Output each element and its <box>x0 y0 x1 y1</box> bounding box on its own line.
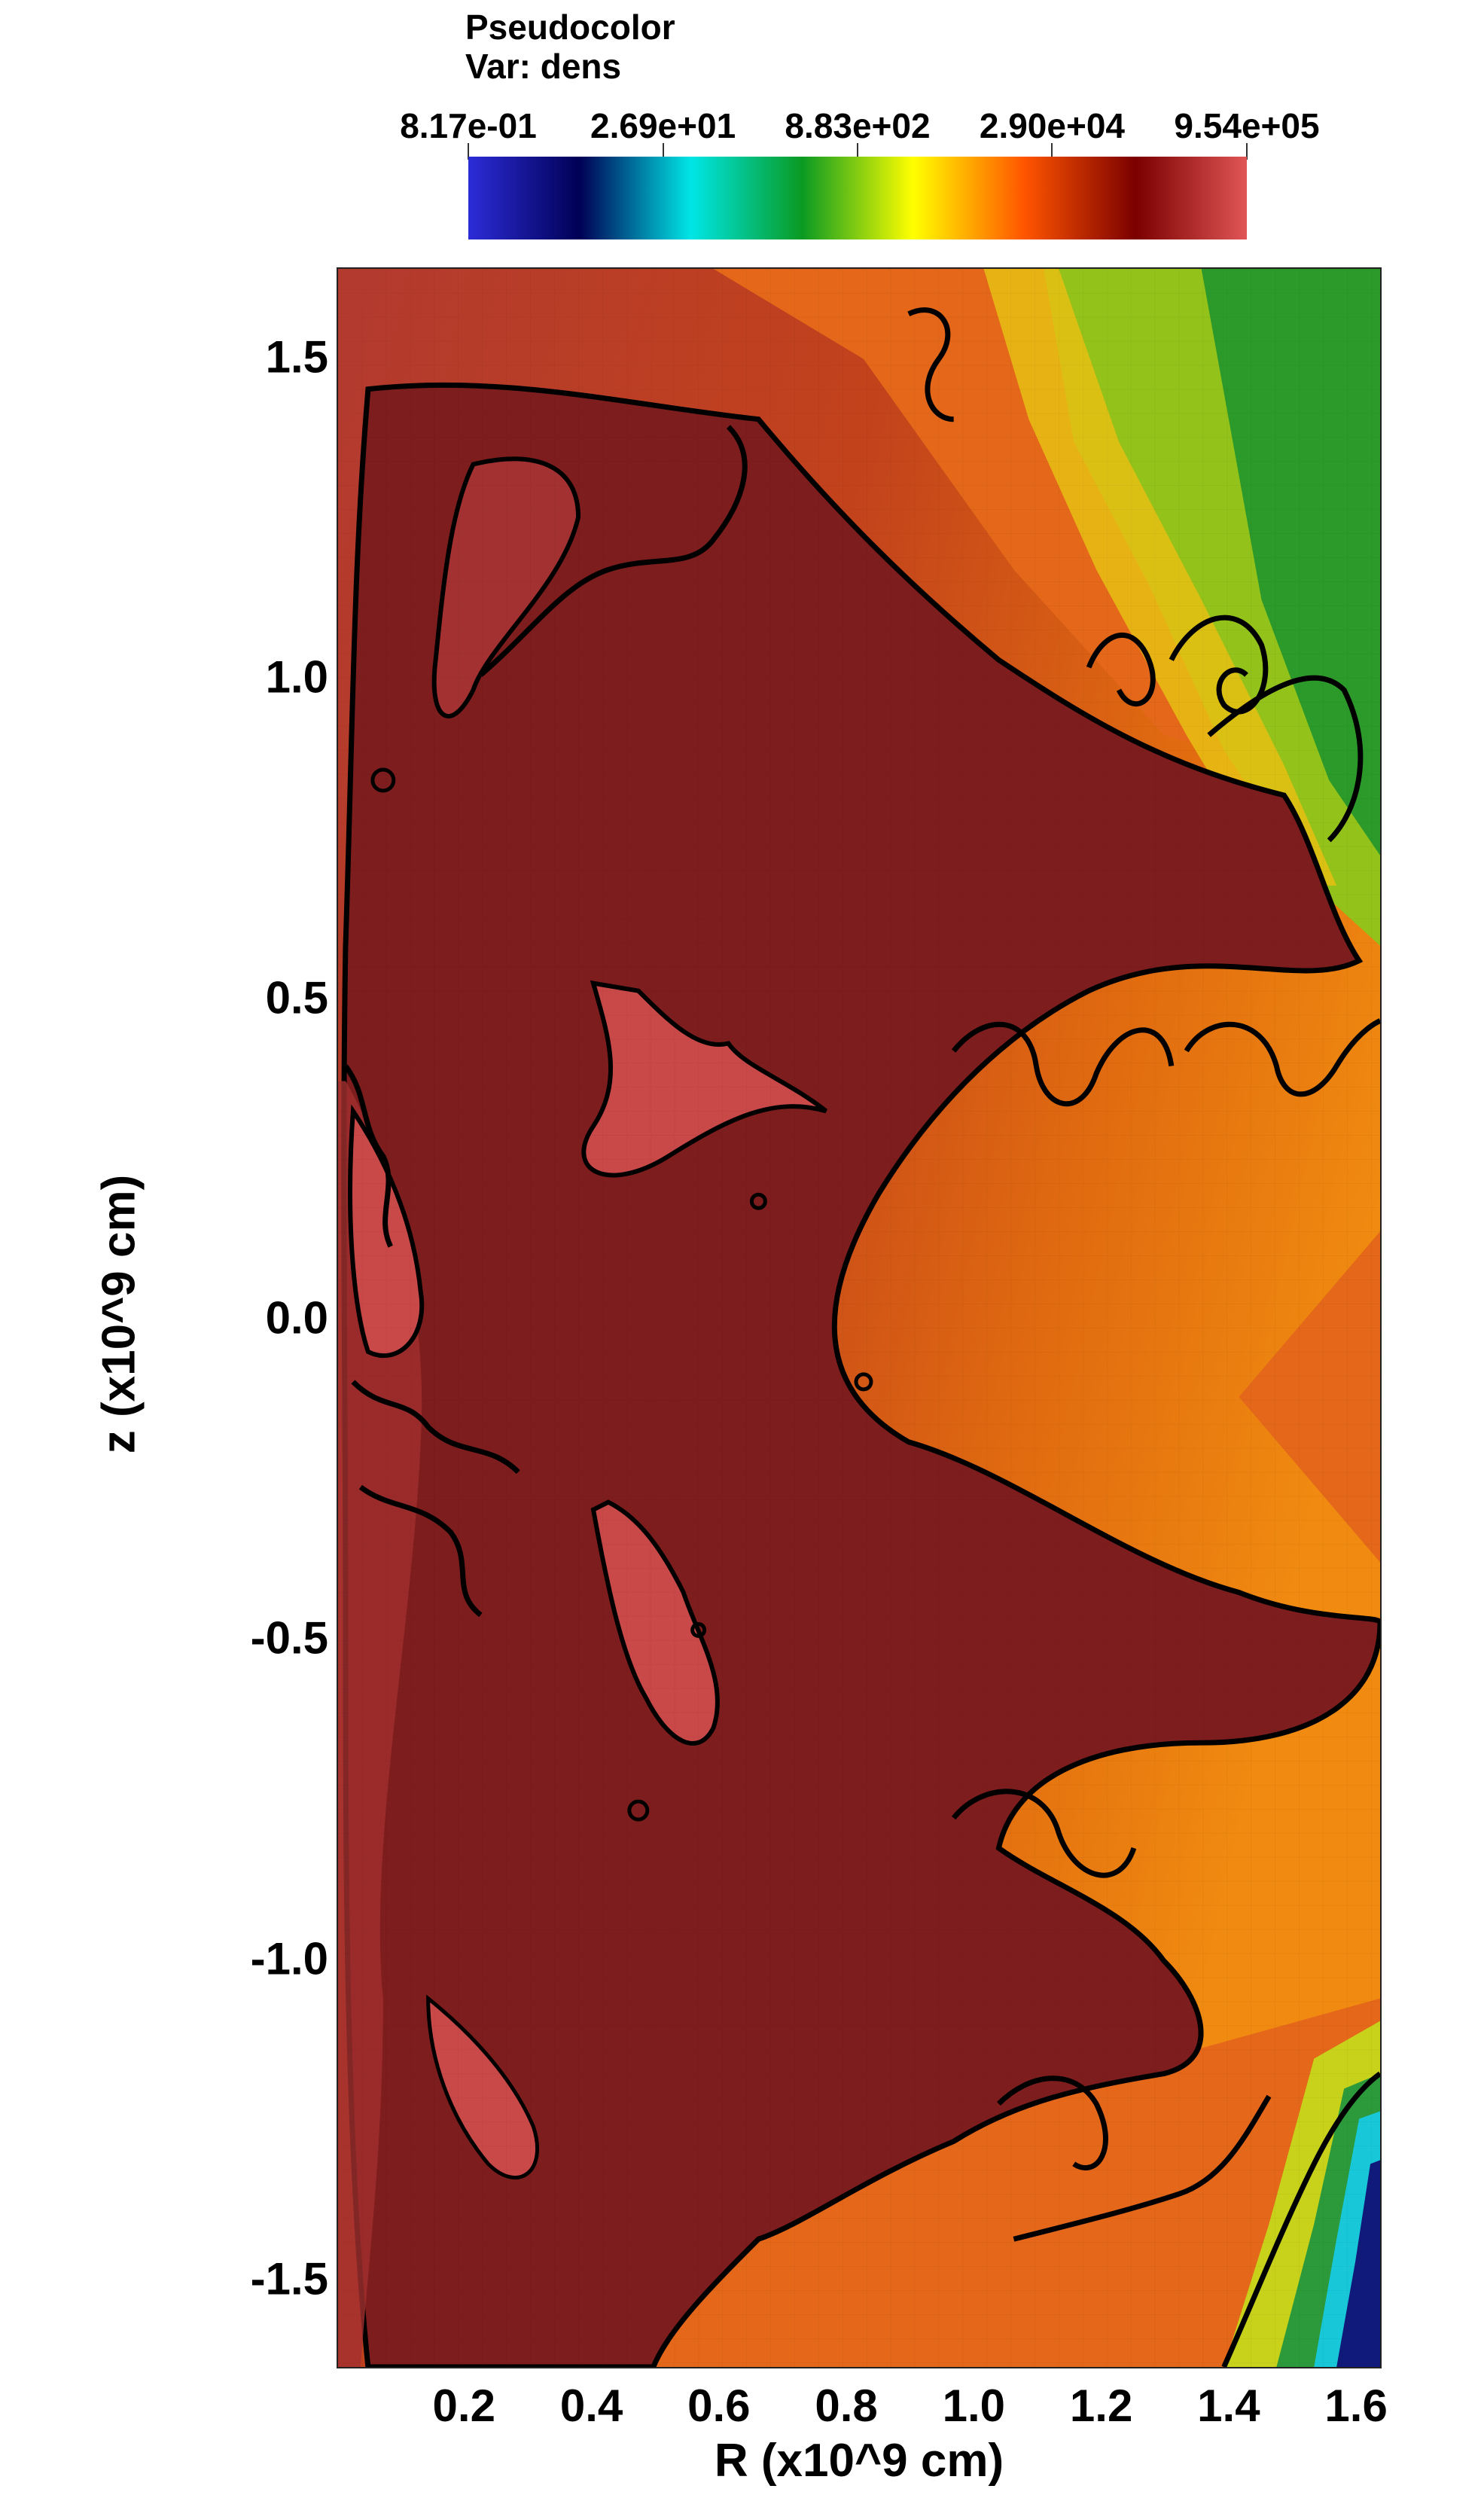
x-axis-label: R (x10^9 cm) <box>714 2435 1004 2487</box>
y-tick-label: 1.5 <box>265 331 328 383</box>
x-tick-label: 1.4 <box>1197 2381 1260 2431</box>
y-axis-label: z (x10^9 cm) <box>93 1174 145 1454</box>
y-tick-label: -1.5 <box>250 2253 328 2304</box>
x-tick-label: 0.8 <box>815 2381 878 2431</box>
x-tick-label: 0.6 <box>687 2381 751 2431</box>
y-tick-label: 1.0 <box>265 651 328 703</box>
colorbar-tick <box>1246 143 1248 160</box>
x-tick-label: 1.6 <box>1324 2381 1388 2431</box>
colorbar-tick <box>662 143 664 160</box>
x-tick-label: 1.2 <box>1069 2381 1133 2431</box>
legend-title: Pseudocolor <box>465 8 675 47</box>
y-tick-label: 0.5 <box>265 972 328 1023</box>
plot-area <box>337 267 1382 2368</box>
x-tick-label: 1.0 <box>942 2381 1006 2431</box>
y-tick-label: -1.0 <box>250 1933 328 1984</box>
colorbar-tick-label: 9.54e+05 <box>1174 106 1320 145</box>
colorbar-tick-label: 2.69e+01 <box>590 106 736 145</box>
colorbar-tick-label: 8.17e-01 <box>400 106 537 145</box>
colorbar-tick-label: 8.83e+02 <box>785 106 931 145</box>
x-tick-label: 0.2 <box>432 2381 495 2431</box>
y-tick-label: 0.0 <box>265 1292 328 1344</box>
colorbar-tick <box>1051 143 1053 160</box>
colorbar <box>468 157 1247 239</box>
density-field <box>338 269 1380 2367</box>
mesh-grid <box>338 269 1380 2367</box>
y-tick-label: -0.5 <box>250 1612 328 1664</box>
colorbar-tick <box>468 143 469 160</box>
legend-variable: Var: dens <box>465 47 622 86</box>
x-tick-label: 0.4 <box>559 2381 623 2431</box>
colorbar-tick <box>857 143 858 160</box>
colorbar-tick-label: 2.90e+04 <box>979 106 1126 145</box>
